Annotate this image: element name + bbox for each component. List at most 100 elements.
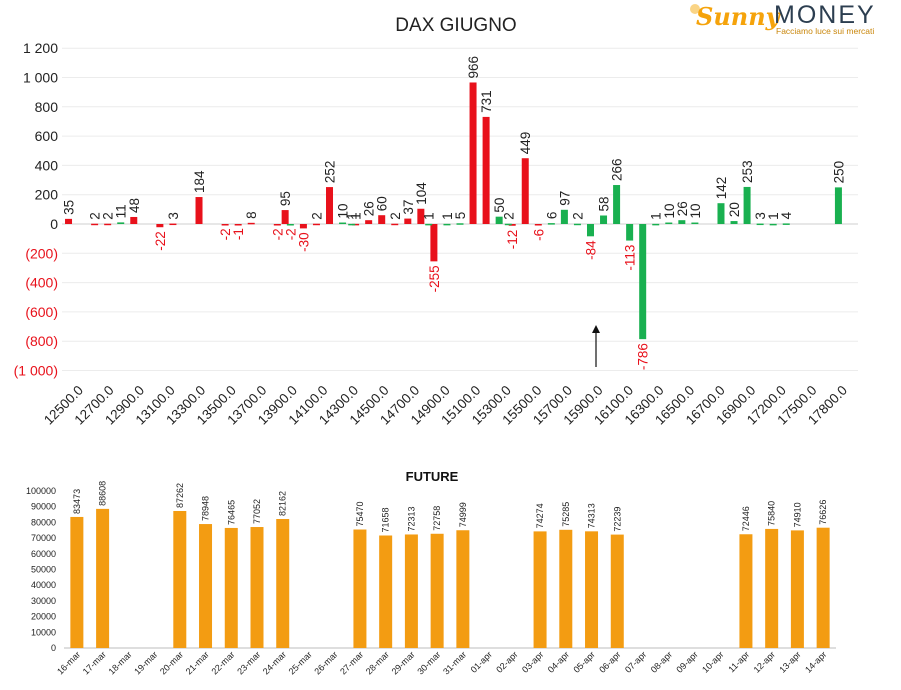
dax-data-label: 966 xyxy=(466,56,481,79)
dax-bar xyxy=(586,224,594,237)
dax-bar xyxy=(273,224,281,226)
dax-bar xyxy=(782,223,790,225)
future-data-label: 76626 xyxy=(818,500,828,525)
dax-bar xyxy=(391,223,399,226)
future-x-tick-label: 27-mar xyxy=(338,649,365,676)
dax-data-label: 50 xyxy=(492,198,507,213)
dax-data-label: 3 xyxy=(166,212,181,220)
dax-bar xyxy=(534,224,542,226)
dax-bar xyxy=(378,215,386,224)
future-data-label: 76465 xyxy=(226,500,236,525)
dax-bar xyxy=(221,224,229,226)
future-x-tick-label: 19-mar xyxy=(132,649,159,676)
dax-bar xyxy=(299,224,307,229)
future-x-tick-label: 17-mar xyxy=(81,649,108,676)
dax-data-label: 6 xyxy=(544,212,559,220)
dax-data-label: 95 xyxy=(278,191,293,206)
dax-data-label: -786 xyxy=(636,343,651,370)
dax-bar xyxy=(352,223,360,226)
future-bar xyxy=(559,529,573,648)
dax-bar xyxy=(665,222,673,225)
dax-bar xyxy=(130,216,138,224)
dax-data-label: 10 xyxy=(662,204,677,219)
logo-brand-a: Sunny xyxy=(696,2,780,31)
future-x-tick-label: 16-mar xyxy=(55,649,82,676)
dax-bar xyxy=(425,223,433,226)
dax-bar xyxy=(417,208,425,224)
dax-bar xyxy=(626,224,634,241)
dax-bar xyxy=(547,223,555,225)
dax-data-label: 48 xyxy=(127,198,142,213)
dax-y-tick-label: 200 xyxy=(35,187,59,203)
dax-y-tick-label: 0 xyxy=(50,216,58,232)
future-bar xyxy=(276,519,290,648)
dax-bar xyxy=(613,185,621,224)
future-x-tick-label: 05-apr xyxy=(571,649,596,674)
dax-bar xyxy=(639,224,647,340)
future-x-tick-label: 22-mar xyxy=(209,649,236,676)
future-x-tick-label: 04-apr xyxy=(546,649,571,674)
dax-data-label: 11 xyxy=(114,204,129,218)
dax-y-tick-label: 600 xyxy=(35,128,59,144)
dax-data-label: 252 xyxy=(323,161,338,184)
dax-bar xyxy=(652,223,660,226)
dax-bar xyxy=(91,223,99,226)
dax-data-label: 1 xyxy=(349,212,364,220)
future-bar xyxy=(739,534,753,648)
dax-bar xyxy=(756,223,764,226)
future-bar xyxy=(250,527,264,648)
dax-bar xyxy=(521,158,529,224)
future-x-tick-label: 06-apr xyxy=(597,649,622,674)
future-x-tick-label: 28-mar xyxy=(364,649,391,676)
future-data-label: 77052 xyxy=(252,499,262,524)
future-title: FUTURE xyxy=(406,469,459,484)
dax-bar xyxy=(560,209,568,224)
future-x-tick-label: 08-apr xyxy=(649,649,674,674)
dax-bar xyxy=(326,187,334,224)
dax-y-tick-label: 400 xyxy=(35,157,59,173)
dax-data-label: 1 xyxy=(422,212,437,220)
dax-data-label: 2 xyxy=(309,212,324,220)
future-bar xyxy=(96,508,110,648)
dax-bar xyxy=(443,223,451,226)
future-x-tick-label: 12-apr xyxy=(752,649,777,674)
future-data-label: 74313 xyxy=(587,503,597,528)
dax-bar xyxy=(281,210,289,224)
dax-bar xyxy=(117,222,125,224)
dax-data-label: -1 xyxy=(231,228,246,240)
dax-bar xyxy=(573,223,581,226)
dax-bar xyxy=(482,116,490,224)
dax-y-tick-label: (200) xyxy=(25,245,58,261)
dax-data-label: -2 xyxy=(270,228,285,240)
logo-brand-b: MONEY xyxy=(774,1,876,29)
dax-data-label: 731 xyxy=(479,90,494,113)
dax-data-label: 184 xyxy=(192,170,207,193)
future-y-tick-label: 80000 xyxy=(31,517,56,527)
dax-data-label: 2 xyxy=(388,212,403,220)
future-chart: FUTURE 0 10000 20000 30000 40000 50000 60000 700… xyxy=(26,469,836,677)
dax-data-label: -30 xyxy=(296,232,311,252)
dax-data-label: 4 xyxy=(779,211,794,219)
dax-bar xyxy=(743,186,751,224)
dax-bar xyxy=(348,223,356,226)
dax-bar xyxy=(600,215,608,224)
future-x-tick-label: 25-mar xyxy=(287,649,314,676)
future-data-label: 75840 xyxy=(767,501,777,526)
dax-data-label: 1 xyxy=(440,212,455,220)
dax-data-label: -113 xyxy=(623,245,638,271)
dax-data-label: 253 xyxy=(740,160,755,183)
dax-bar xyxy=(504,223,512,226)
dax-bar xyxy=(234,224,242,226)
dax-data-label: -2 xyxy=(283,228,298,240)
dax-data-label: -2 xyxy=(218,228,233,240)
future-y-tick-label: 0 xyxy=(51,643,56,653)
dax-y-tick-label: 1 200 xyxy=(23,40,58,56)
dax-data-label: -84 xyxy=(583,240,598,260)
dax-arrow-head xyxy=(592,325,600,333)
future-bar xyxy=(379,535,393,648)
future-bar xyxy=(610,534,624,648)
future-data-label: 87262 xyxy=(175,483,185,508)
future-bar xyxy=(816,527,830,648)
future-y-tick-label: 20000 xyxy=(31,612,56,622)
